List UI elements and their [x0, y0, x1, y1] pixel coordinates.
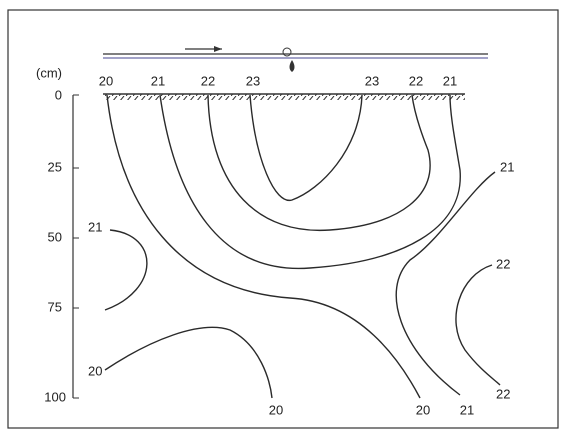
tick-label: 100 — [44, 389, 66, 404]
tick-label: 0 — [55, 87, 62, 102]
contour-label: 20 — [99, 73, 113, 88]
contour-label: 21 — [88, 219, 102, 234]
contour-label: 21 — [460, 402, 474, 417]
contour-label: 22 — [201, 73, 215, 88]
contour-label: 20 — [416, 402, 430, 417]
soil-surface — [103, 94, 465, 100]
diagram: (cm) 0 25 50 75 100 20 21 22 23 23 22 21… — [0, 0, 568, 435]
contour-label: 21 — [151, 73, 165, 88]
contour-label: 22 — [496, 386, 510, 401]
contour-label: 23 — [246, 73, 260, 88]
contour-label: 21 — [500, 159, 514, 174]
tick-label: 50 — [48, 229, 62, 244]
tick-label: 75 — [48, 299, 62, 314]
contour-label: 22 — [496, 256, 510, 271]
contour-label: 20 — [269, 402, 283, 417]
axis-unit: (cm) — [36, 65, 62, 80]
contour-label: 22 — [409, 73, 423, 88]
contour-label: 20 — [88, 363, 102, 378]
tick-label: 25 — [48, 159, 62, 174]
contour-label: 21 — [443, 73, 457, 88]
contour-label: 23 — [365, 73, 379, 88]
